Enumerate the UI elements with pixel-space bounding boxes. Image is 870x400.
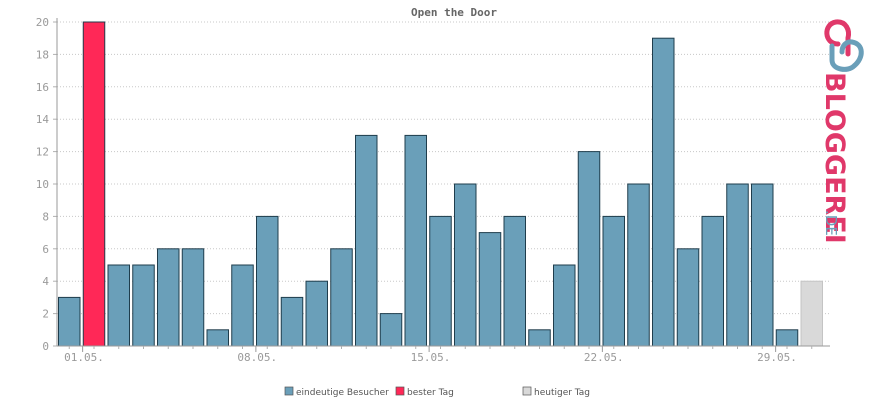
- bar-best-day: [82, 21, 106, 347]
- bar: [553, 264, 576, 347]
- x-tick-label: 22.05.: [584, 351, 624, 364]
- y-tick-labels: 0 2 4 6 8 10 12 14 16 18 20: [36, 16, 50, 353]
- bar: [751, 183, 774, 347]
- bar: [676, 248, 700, 347]
- y-tick-label: 6: [42, 243, 49, 256]
- legend-label: bester Tag: [407, 388, 454, 398]
- bar-today: [800, 280, 823, 347]
- y-tick-label: 18: [36, 48, 49, 61]
- bar: [305, 280, 328, 347]
- bloggerei-logo: BLOGGEREI .DE: [819, 19, 864, 244]
- bar: [280, 296, 304, 347]
- y-tick-label: 12: [36, 146, 49, 159]
- y-tick-label: 10: [36, 178, 49, 191]
- bar: [577, 151, 601, 347]
- bar: [256, 215, 279, 347]
- y-tick-label: 4: [42, 275, 49, 288]
- bar: [602, 215, 625, 347]
- bar: [157, 248, 180, 347]
- y-tick-label: 8: [42, 210, 49, 223]
- logo-text: BLOGGEREI: [819, 72, 850, 244]
- bar: [726, 183, 749, 347]
- axes: [56, 18, 830, 347]
- bar: [701, 215, 724, 347]
- bar: [231, 264, 254, 347]
- x-tick-labels: 01.05. 08.05. 15.05. 22.05. 29.05.: [64, 346, 813, 364]
- legend: eindeutige Besucher bester Tag heutiger Ta…: [284, 386, 590, 398]
- x-tick-label: 29.05.: [757, 351, 797, 364]
- legend-swatch: [395, 386, 405, 396]
- bar: [528, 329, 551, 347]
- legend-label: eindeutige Besucher: [296, 388, 389, 398]
- bar: [132, 264, 155, 347]
- bar: [478, 232, 502, 347]
- bar: [429, 215, 452, 347]
- y-tick-label: 2: [42, 308, 49, 321]
- x-tick-label: 01.05.: [64, 351, 104, 364]
- x-tick-label: 08.05.: [237, 351, 277, 364]
- legend-swatch: [284, 386, 294, 396]
- logo-symbol-icon: [824, 19, 864, 72]
- bar: [58, 296, 81, 347]
- logo-pink-loop: [824, 19, 851, 57]
- logo-tld: .DE: [822, 210, 840, 236]
- logo-blue-loop: [829, 39, 864, 72]
- y-tick-label: 0: [42, 340, 49, 353]
- bar: [652, 37, 675, 347]
- bar: [627, 183, 650, 347]
- bar: [355, 134, 378, 347]
- y-tick-label: 20: [36, 16, 49, 29]
- legend-swatch: [522, 386, 532, 396]
- chart-title: Open the Door: [411, 6, 497, 19]
- bar: [454, 183, 477, 347]
- bar: [181, 248, 205, 347]
- bars: [58, 21, 823, 347]
- legend-label: heutiger Tag: [534, 388, 590, 398]
- gridlines: [53, 21, 830, 347]
- bar: [330, 248, 353, 347]
- bar: [206, 329, 229, 347]
- x-tick-label: 15.05.: [411, 351, 451, 364]
- y-tick-label: 16: [36, 81, 49, 94]
- bar: [404, 134, 427, 347]
- bar: [379, 313, 403, 347]
- bar: [775, 329, 799, 347]
- bar: [107, 264, 130, 347]
- bar: [503, 215, 526, 347]
- y-tick-label: 14: [36, 113, 50, 126]
